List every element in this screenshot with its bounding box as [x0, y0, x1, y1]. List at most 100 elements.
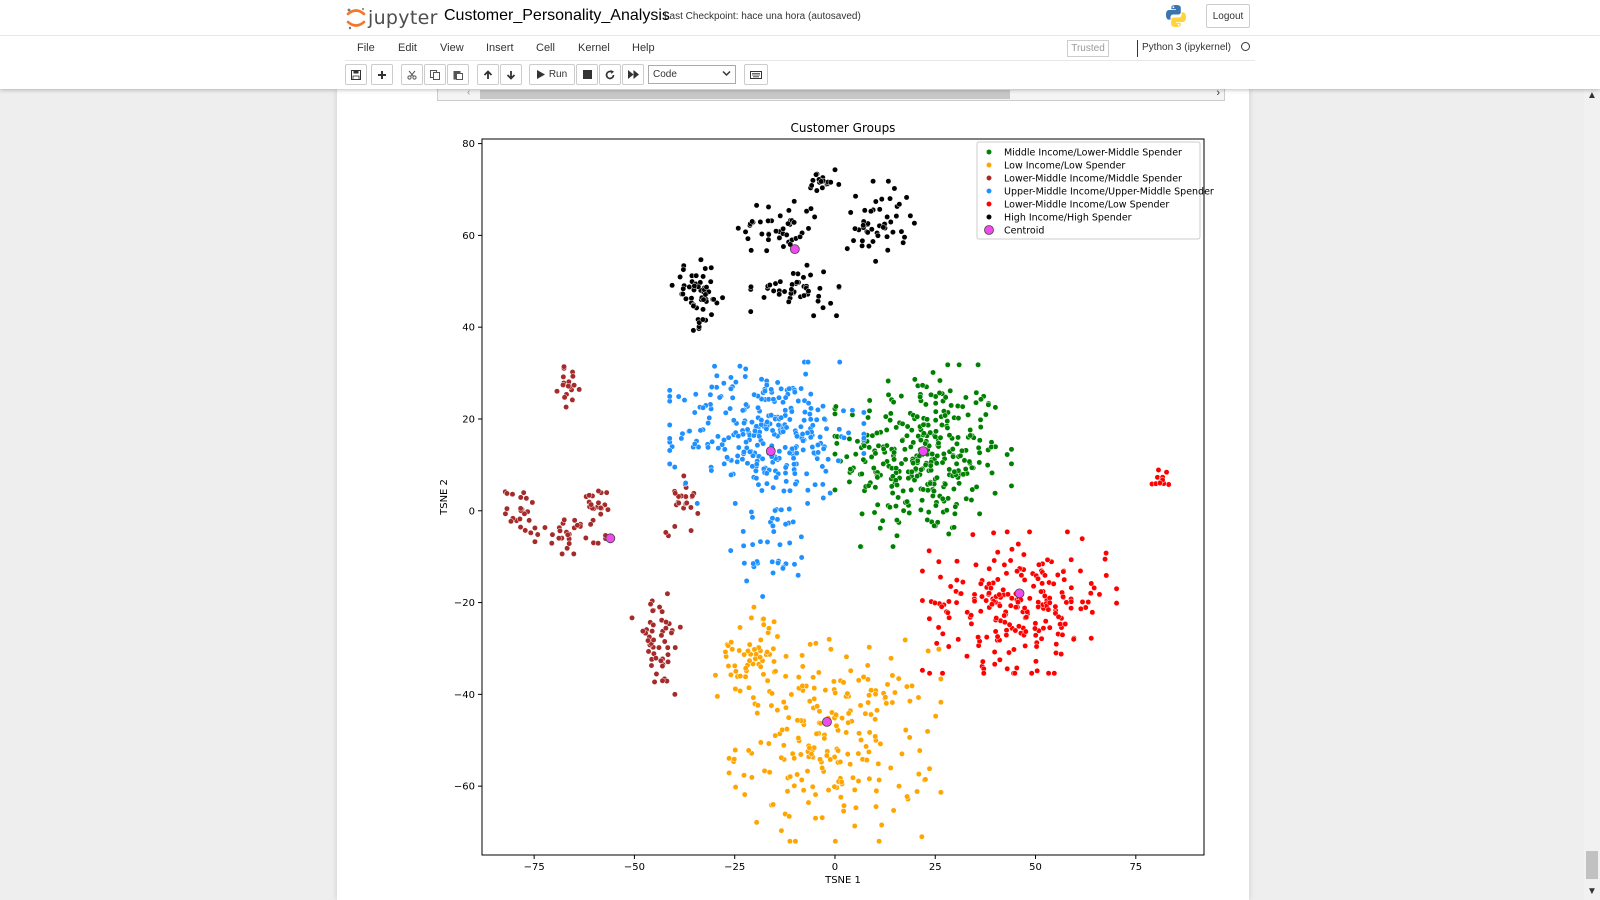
data-point [989, 601, 995, 608]
menu-insert[interactable]: Insert [486, 42, 514, 54]
data-point [805, 359, 812, 366]
data-point [815, 298, 822, 305]
data-point [832, 410, 838, 417]
data-point [954, 558, 960, 565]
data-point [799, 431, 806, 437]
data-point [954, 440, 960, 447]
horizontal-scroll-thumb[interactable] [480, 90, 1010, 99]
cut-button[interactable] [401, 64, 423, 85]
data-point [846, 478, 853, 485]
data-point [764, 677, 771, 684]
data-point [977, 580, 984, 587]
data-point [961, 457, 968, 464]
data-point [526, 517, 533, 524]
data-point [714, 433, 721, 440]
run-button[interactable]: Run [529, 64, 575, 85]
paste-button[interactable] [447, 64, 469, 85]
kernel-name[interactable]: Python 3 (ipykernel) [1142, 42, 1231, 53]
data-point [996, 602, 1003, 609]
checkpoint-status: Last Checkpoint: hace una hora (autosave… [664, 11, 861, 22]
vertical-scroll-thumb[interactable] [1586, 851, 1598, 879]
data-point [868, 711, 874, 718]
data-point [946, 614, 953, 621]
data-point [791, 782, 798, 789]
data-point [994, 633, 1001, 640]
cell-type-select[interactable]: Code [648, 65, 736, 84]
data-point [811, 685, 818, 692]
data-point [914, 473, 921, 480]
data-point [746, 684, 752, 691]
data-point [791, 470, 798, 477]
data-point [774, 707, 781, 714]
data-point [966, 458, 973, 465]
data-point [785, 207, 792, 214]
copy-button[interactable] [424, 64, 446, 85]
data-point [561, 516, 568, 523]
data-point [888, 483, 895, 490]
data-point [982, 411, 989, 418]
data-point [817, 434, 824, 440]
move-down-button[interactable] [500, 64, 522, 85]
data-point [809, 444, 816, 450]
data-point [846, 435, 853, 442]
data-point [872, 198, 879, 205]
data-point [814, 406, 821, 413]
data-point [595, 499, 602, 506]
data-point [929, 492, 936, 499]
data-point [973, 561, 979, 568]
run-label: Run [548, 69, 568, 80]
output-horizontal-scrollbar[interactable]: ‹ › [437, 87, 1225, 101]
interrupt-button[interactable] [576, 64, 598, 85]
menu-cell[interactable]: Cell [536, 42, 555, 54]
notebook-title[interactable]: Customer_Personality_Analysis [444, 7, 670, 24]
data-point [766, 282, 773, 288]
data-point [683, 499, 690, 506]
menu-view[interactable]: View [440, 42, 464, 54]
data-point [919, 597, 926, 604]
data-point [821, 415, 828, 422]
data-point [920, 430, 927, 437]
data-point [792, 838, 799, 845]
data-point [1103, 550, 1110, 557]
scroll-left-arrow-icon[interactable]: ‹ [467, 87, 471, 98]
insert-cell-button[interactable] [371, 64, 393, 85]
copy-icon [430, 69, 440, 80]
data-point [809, 422, 816, 429]
scroll-right-arrow-icon[interactable]: › [1216, 87, 1220, 99]
data-point [942, 394, 949, 401]
data-point [776, 234, 783, 241]
data-point [662, 625, 669, 632]
restart-button[interactable] [599, 64, 621, 85]
data-point [983, 634, 990, 641]
x-tick-label: −50 [624, 862, 645, 873]
data-point [811, 213, 818, 220]
data-point [866, 644, 873, 651]
data-point [958, 590, 965, 597]
menu-edit[interactable]: Edit [398, 42, 417, 54]
menu-file[interactable]: File [357, 42, 375, 54]
restart-run-all-button[interactable] [622, 64, 644, 85]
data-point [820, 445, 827, 452]
data-point [902, 637, 909, 643]
jupyter-logo[interactable]: jupyter [346, 4, 438, 32]
data-point [835, 457, 842, 464]
data-point [604, 506, 611, 513]
data-point [709, 438, 716, 445]
menu-kernel[interactable]: Kernel [578, 42, 610, 54]
scroll-down-arrow-icon[interactable]: ▼ [1587, 886, 1597, 897]
save-button[interactable] [345, 64, 367, 85]
data-point [727, 547, 734, 554]
data-point [959, 447, 965, 454]
trusted-indicator[interactable]: Trusted [1067, 40, 1109, 57]
menu-help[interactable]: Help [632, 42, 655, 54]
data-point [870, 238, 876, 245]
page-vertical-scrollbar[interactable]: ▲ ▼ [1584, 89, 1600, 900]
command-palette-button[interactable] [744, 64, 768, 85]
move-up-button[interactable] [477, 64, 499, 85]
data-point [1011, 670, 1018, 677]
data-point [820, 495, 827, 501]
data-point [801, 292, 807, 299]
data-point [1040, 625, 1047, 632]
logout-button[interactable]: Logout [1206, 4, 1250, 28]
scroll-up-arrow-icon[interactable]: ▲ [1587, 90, 1597, 101]
